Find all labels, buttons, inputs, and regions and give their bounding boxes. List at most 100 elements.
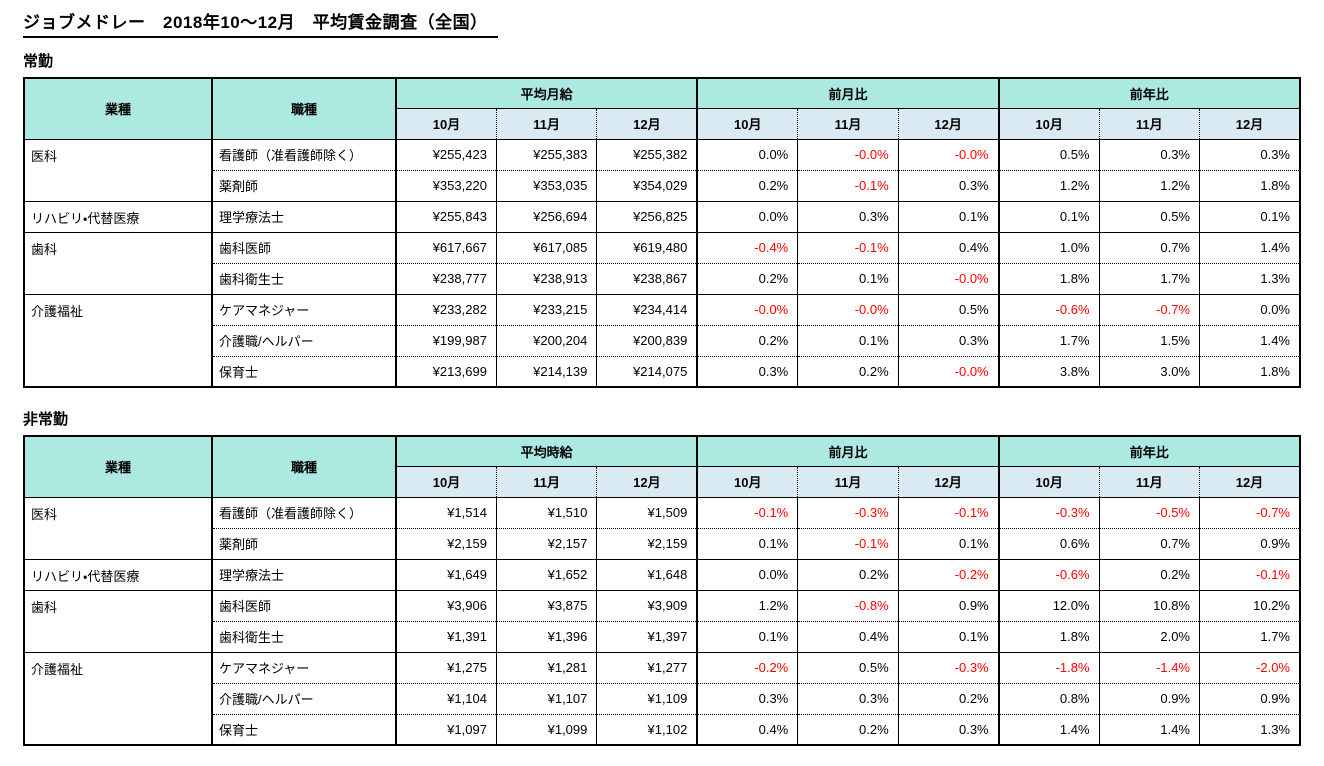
yoy-value-cell: 0.0% — [1199, 293, 1300, 325]
wage-value-cell: ¥238,913 — [495, 262, 597, 294]
section-label-fulltime: 常勤 — [23, 53, 54, 70]
wage-value-cell: ¥1,104 — [394, 682, 497, 714]
wage-value-cell: ¥1,649 — [394, 558, 497, 590]
yoy-value-cell: -0.3% — [997, 496, 1100, 528]
table-row: 介護福祉 ケアマネジャー ¥1,275 ¥1,281 ¥1,277 -0.2% 0.5% -0… — [24, 651, 1300, 745]
yoy-value-cell: 1.7% — [997, 324, 1100, 356]
yoy-value-cell: 3.0% — [1098, 355, 1200, 387]
yoy-value-cell: 3.8% — [997, 355, 1100, 387]
mom-value-cell: -0.3% — [797, 496, 899, 528]
yoy-value-cell: 1.3% — [1199, 713, 1300, 745]
mom-value-cell: 0.3% — [897, 324, 999, 356]
wage-value-cell: ¥255,423 — [394, 138, 497, 170]
yoy-value-cell: 12.0% — [997, 589, 1100, 621]
mom-value-cell: 0.1% — [797, 262, 899, 294]
job-cell: 保育士 — [211, 713, 396, 745]
mom-value-cell: -0.8% — [797, 589, 899, 621]
mom-value-cell: 0.2% — [797, 355, 899, 387]
yoy-value-cell: 1.3% — [1199, 262, 1300, 294]
wage-value-cell: ¥255,843 — [394, 200, 497, 232]
mom-value-cell: 0.0% — [696, 200, 798, 232]
mom-value-cell: -0.1% — [797, 527, 899, 559]
table-row: 医科 看護師（准看護師除く） ¥255,423 ¥255,383 ¥255,382 0.0… — [24, 138, 1300, 201]
yoy-value-cell: 1.4% — [997, 713, 1100, 745]
industry-cell: 介護福祉 — [24, 651, 212, 745]
industry-cell: 介護福祉 — [24, 293, 212, 387]
table-row: 薬剤師 ¥2,159 ¥2,157 ¥2,159 0.1% -0.1% 0.1% 0.6% 0.… — [24, 527, 1300, 559]
wage-value-cell: ¥3,909 — [596, 589, 698, 621]
month-header: 11月 — [495, 107, 597, 139]
table-header-month-row: 10月 11月 12月 10月 11月 12月 10月 11月 12月 — [24, 107, 1300, 139]
wage-value-cell: ¥1,391 — [394, 620, 497, 652]
job-cell: 介護職/ヘルパー — [211, 324, 396, 356]
wage-value-cell: ¥617,085 — [495, 231, 597, 263]
wage-value-cell: ¥1,107 — [495, 682, 597, 714]
mom-value-cell: -0.2% — [897, 558, 999, 590]
month-header: 10月 — [394, 107, 497, 139]
wage-value-cell: ¥1,109 — [596, 682, 698, 714]
yoy-value-cell: 0.9% — [1199, 682, 1300, 714]
month-header: 12月 — [1199, 107, 1300, 139]
col-header-job: 職種 — [211, 78, 396, 139]
wage-value-cell: ¥234,414 — [596, 293, 698, 325]
section-label-parttime: 非常勤 — [23, 411, 69, 428]
table-header-month-row: 10月 11月 12月 10月 11月 12月 10月 11月 12月 — [24, 465, 1300, 497]
wage-value-cell: ¥199,987 — [394, 324, 497, 356]
wage-value-cell: ¥1,509 — [596, 496, 698, 528]
yoy-value-cell: 0.8% — [997, 682, 1100, 714]
yoy-value-cell: 0.7% — [1098, 231, 1200, 263]
mom-value-cell: 0.1% — [696, 527, 798, 559]
table-row: 医科 看護師（准看護師除く） ¥1,514 ¥1,510 ¥1,509 -0.1% -0.3… — [24, 496, 1300, 559]
mom-value-cell: 0.1% — [897, 527, 999, 559]
col-header-month-over-month: 前月比 — [696, 436, 999, 466]
yoy-value-cell: -0.6% — [997, 293, 1100, 325]
month-header: 10月 — [997, 465, 1100, 497]
yoy-value-cell: 1.2% — [1098, 169, 1200, 201]
table-row: リハビリ・代替医療 理学療法士 ¥255,843 ¥256,694 ¥256,825 0.… — [24, 200, 1300, 232]
wage-value-cell: ¥1,396 — [495, 620, 597, 652]
wage-value-cell: ¥1,099 — [495, 713, 597, 745]
yoy-value-cell: 1.4% — [1199, 231, 1300, 263]
wage-value-cell: ¥233,215 — [495, 293, 597, 325]
wage-value-cell: ¥1,275 — [394, 651, 497, 683]
yoy-value-cell: -0.7% — [1098, 293, 1200, 325]
table-row: 保育士 ¥1,097 ¥1,099 ¥1,102 0.4% 0.2% 0.3% 1.4% 1.4… — [24, 713, 1300, 745]
yoy-value-cell: 0.7% — [1098, 527, 1200, 559]
month-header: 12月 — [897, 465, 999, 497]
yoy-value-cell: -0.6% — [997, 558, 1100, 590]
industry-cell: 歯科 — [24, 231, 212, 294]
wage-value-cell: ¥238,867 — [596, 262, 698, 294]
mom-value-cell: 0.2% — [696, 324, 798, 356]
yoy-value-cell: 0.5% — [997, 138, 1100, 170]
table-row: リハビリ・代替医療 理学療法士 ¥1,649 ¥1,652 ¥1,648 0.0% 0.2%… — [24, 558, 1300, 590]
job-cell: 理学療法士 — [211, 558, 396, 590]
job-cell: 歯科衛生士 — [211, 262, 396, 294]
mom-value-cell: -0.1% — [897, 496, 999, 528]
mom-value-cell: 0.9% — [897, 589, 999, 621]
yoy-value-cell: 2.0% — [1098, 620, 1200, 652]
wage-value-cell: ¥200,204 — [495, 324, 597, 356]
wage-value-cell: ¥353,220 — [394, 169, 497, 201]
job-cell: 歯科医師 — [211, 589, 396, 621]
yoy-value-cell: -2.0% — [1199, 651, 1300, 683]
yoy-value-cell: 0.9% — [1199, 527, 1300, 559]
page-title: ジョブメドレー 2018年10〜12月 平均賃金調査（全国） — [23, 8, 498, 38]
wage-value-cell: ¥2,157 — [495, 527, 597, 559]
mom-value-cell: 0.5% — [797, 651, 899, 683]
col-header-month-over-month: 前月比 — [696, 78, 999, 108]
job-cell: 理学療法士 — [211, 200, 396, 232]
wage-value-cell: ¥1,097 — [394, 713, 497, 745]
col-header-job: 職種 — [211, 436, 396, 497]
col-header-avg-monthly-wage: 平均月給 — [394, 78, 698, 108]
industry-cell: 医科 — [24, 496, 212, 559]
yoy-value-cell: -1.8% — [997, 651, 1100, 683]
wage-value-cell: ¥3,906 — [394, 589, 497, 621]
col-header-industry: 業種 — [24, 78, 212, 139]
table-header-group-row: 業種 職種 平均時給 前月比 前年比 — [24, 436, 1300, 497]
col-header-industry: 業種 — [24, 436, 212, 497]
wage-value-cell: ¥1,510 — [495, 496, 597, 528]
mom-value-cell: -0.3% — [897, 651, 999, 683]
wage-value-cell: ¥1,514 — [394, 496, 497, 528]
mom-value-cell: 0.1% — [797, 324, 899, 356]
mom-value-cell: 0.4% — [897, 231, 999, 263]
